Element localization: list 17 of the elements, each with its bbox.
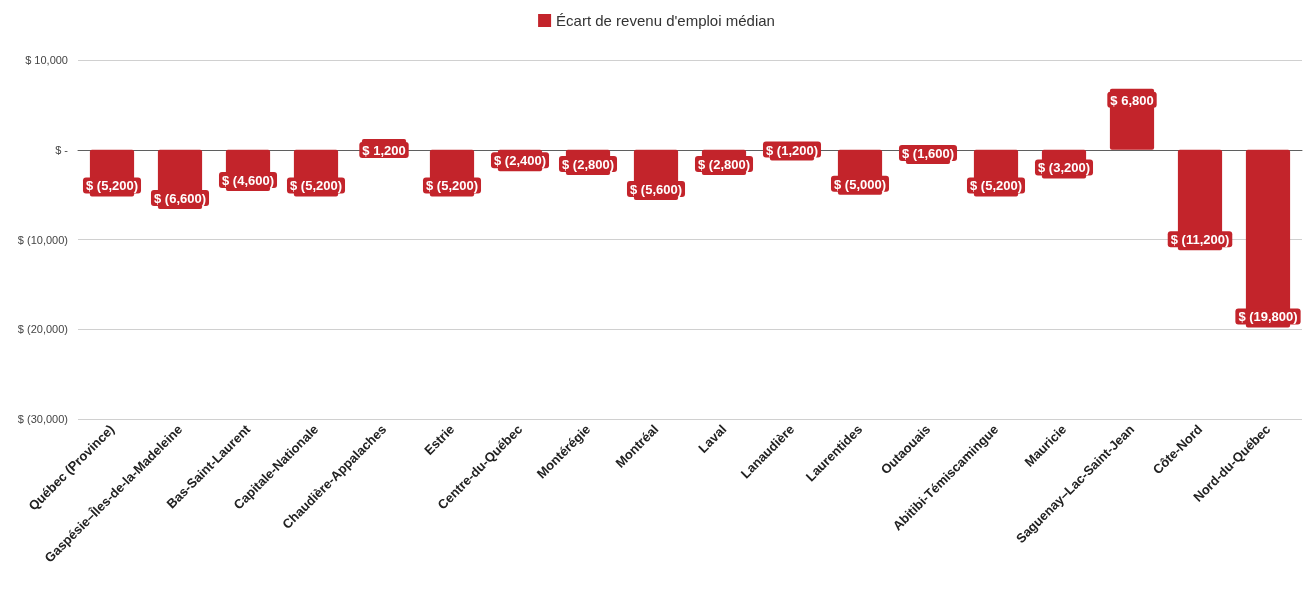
data-label: $ (5,200): [425, 178, 479, 194]
data-label: $ (6,600): [153, 190, 207, 206]
data-label: $ (5,200): [969, 178, 1023, 194]
y-tick-label: $ 10,000: [25, 54, 68, 66]
data-label: $ 6,800: [1110, 92, 1154, 108]
data-label: $ (11,200): [1170, 232, 1230, 248]
data-label: $ (19,800): [1238, 309, 1298, 325]
y-tick-label: $ -: [55, 143, 69, 156]
y-tick-label: $ (10,000): [17, 233, 68, 246]
data-label: $ (5,200): [85, 178, 139, 194]
y-tick-label: $ (20,000): [17, 323, 68, 336]
data-label: $ (5,200): [289, 178, 343, 194]
data-label: $ (5,600): [629, 182, 683, 198]
data-label: $ (5,000): [833, 176, 887, 192]
y-tick-label: $ (30,000): [17, 413, 68, 425]
data-label: $ (4,600): [221, 173, 275, 189]
legend-label: Écart de revenu d'emploi médian: [556, 12, 775, 29]
